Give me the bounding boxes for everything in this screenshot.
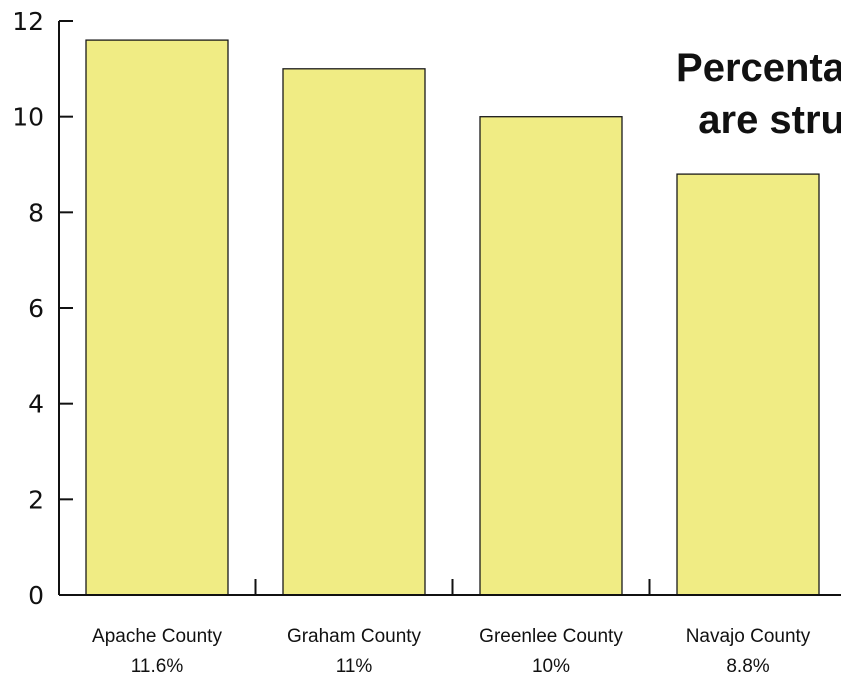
y-tick-label: 6: [28, 294, 44, 323]
chart-title-line-2: are stru: [698, 98, 841, 142]
bar-apache-county: [85, 39, 229, 596]
y-tick-label: 8: [28, 198, 44, 227]
category-label: Navajo County: [686, 626, 811, 647]
bar-navajo-county: [676, 173, 820, 596]
category-label: Greenlee County: [479, 626, 623, 647]
bar-greenlee-county: [479, 116, 623, 596]
value-label: 8.8%: [726, 656, 769, 677]
y-tick-label: 12: [12, 7, 44, 36]
value-label: 10%: [532, 656, 570, 677]
category-label: Graham County: [287, 626, 422, 647]
category-label: Apache County: [92, 626, 222, 647]
value-label: 11%: [336, 656, 373, 677]
value-label: 11.6%: [131, 656, 184, 677]
chart-title-line-1: Percenta: [676, 46, 841, 90]
bar-graham-county: [282, 68, 426, 596]
y-tick-label: 10: [12, 103, 44, 132]
y-tick-label: 0: [28, 581, 44, 610]
y-tick-label: 2: [28, 485, 44, 514]
y-tick-label: 4: [28, 390, 44, 419]
